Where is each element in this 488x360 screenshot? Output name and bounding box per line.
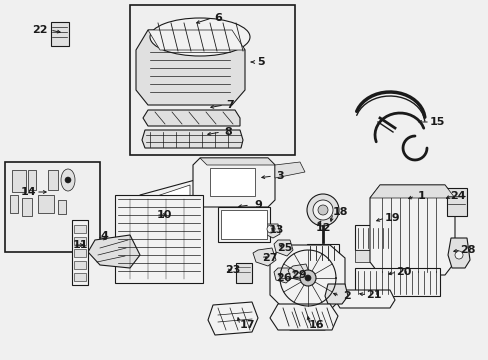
Bar (218, 207, 269, 242)
Polygon shape (140, 185, 190, 234)
Text: 5: 5 (257, 57, 264, 67)
Polygon shape (135, 180, 195, 240)
Circle shape (299, 270, 315, 286)
Polygon shape (334, 290, 394, 308)
Text: 15: 15 (428, 117, 444, 127)
Bar (354, 250, 394, 262)
Circle shape (454, 251, 462, 259)
Bar (130, 5, 294, 155)
Bar (58, 200, 66, 214)
Circle shape (317, 205, 327, 215)
Polygon shape (200, 158, 274, 165)
Text: 4: 4 (100, 231, 108, 241)
Text: 20: 20 (395, 267, 411, 277)
Polygon shape (273, 268, 291, 283)
Text: 22: 22 (32, 25, 48, 35)
Text: 29: 29 (290, 270, 306, 280)
Text: 28: 28 (459, 245, 475, 255)
Circle shape (312, 200, 332, 220)
Bar (51, 22, 69, 46)
Text: 18: 18 (331, 207, 347, 217)
Polygon shape (369, 185, 454, 275)
Polygon shape (148, 30, 244, 50)
Text: 7: 7 (225, 100, 233, 110)
Bar (5, 162, 100, 252)
Bar (221, 210, 266, 239)
Text: 16: 16 (308, 320, 324, 330)
Text: 8: 8 (224, 127, 231, 137)
Text: 12: 12 (315, 223, 330, 233)
Bar (74, 261, 86, 269)
Polygon shape (285, 308, 329, 330)
Bar (22, 198, 32, 216)
Polygon shape (136, 30, 244, 105)
Bar (38, 195, 54, 213)
Text: 1: 1 (417, 191, 425, 201)
Bar (10, 195, 18, 213)
Text: 25: 25 (277, 243, 292, 253)
Polygon shape (262, 224, 280, 238)
Bar (48, 170, 58, 190)
Polygon shape (142, 130, 243, 148)
Text: 6: 6 (214, 13, 222, 23)
Bar (354, 268, 439, 296)
Bar (115, 195, 203, 283)
Bar (209, 168, 254, 196)
Ellipse shape (150, 18, 249, 56)
Bar (74, 249, 86, 257)
Text: 23: 23 (225, 265, 240, 275)
Text: 11: 11 (72, 240, 87, 250)
Circle shape (306, 194, 338, 226)
Text: 2: 2 (343, 291, 350, 301)
Text: 17: 17 (239, 320, 254, 330)
Text: 14: 14 (20, 187, 36, 197)
Text: 26: 26 (276, 273, 291, 283)
Circle shape (65, 177, 71, 183)
Polygon shape (88, 235, 140, 268)
Bar (74, 237, 86, 245)
Circle shape (266, 225, 274, 233)
Text: 21: 21 (366, 290, 381, 300)
Polygon shape (193, 158, 274, 207)
Polygon shape (252, 248, 275, 266)
Polygon shape (447, 238, 469, 268)
Bar (28, 170, 36, 190)
Bar (306, 244, 338, 262)
Bar (74, 225, 86, 233)
Bar (72, 220, 88, 285)
Bar (446, 188, 466, 216)
Text: 19: 19 (384, 213, 399, 223)
Bar (12, 170, 26, 192)
Text: 10: 10 (156, 210, 171, 220)
Text: 13: 13 (268, 225, 283, 235)
Bar (236, 263, 251, 283)
Polygon shape (207, 302, 258, 335)
Polygon shape (287, 264, 309, 281)
Ellipse shape (61, 169, 75, 191)
Polygon shape (274, 162, 305, 178)
Bar (354, 225, 394, 250)
Polygon shape (369, 185, 454, 198)
Text: 3: 3 (276, 171, 283, 181)
Text: 9: 9 (254, 200, 262, 210)
Text: 27: 27 (262, 253, 277, 263)
Polygon shape (273, 240, 292, 256)
Polygon shape (142, 110, 240, 126)
Text: 24: 24 (449, 191, 465, 201)
Polygon shape (325, 284, 347, 304)
Polygon shape (269, 304, 337, 330)
Bar (74, 273, 86, 281)
Polygon shape (269, 245, 345, 310)
Circle shape (305, 275, 310, 281)
